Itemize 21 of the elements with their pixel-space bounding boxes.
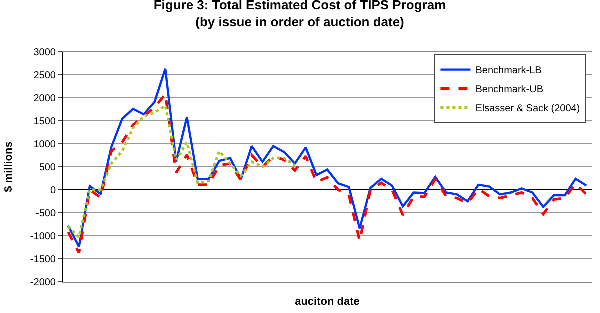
x-axis-title: auciton date — [295, 296, 360, 308]
legend-label: Benchmark-UB — [476, 84, 544, 96]
y-tick-label: 1500 — [34, 116, 56, 128]
y-tick-label: -1500 — [30, 254, 56, 266]
line-series — [67, 104, 296, 239]
line-series — [67, 93, 588, 254]
y-tick-label: 2500 — [34, 70, 56, 82]
y-tick-label: 2000 — [34, 94, 56, 104]
legend-label: Benchmark-LB — [476, 66, 542, 77]
y-tick-label: 0 — [50, 186, 56, 196]
legend-label: Elsasser & Sack (2004) — [476, 104, 580, 115]
chart-subtitle: (by issue in order of auction date) — [196, 14, 404, 30]
line-series — [67, 68, 588, 248]
y-tick-label: 1000 — [34, 140, 56, 150]
chart-title: Figure 3: Total Estimated Cost of TIPS Program — [154, 0, 446, 12]
y-tick-label: 500 — [39, 162, 56, 174]
y-axis-title: $ millions — [3, 142, 16, 192]
y-tick-label: 3000 — [34, 48, 56, 58]
y-tick-label: -1000 — [30, 232, 56, 242]
y-tick-label: -500 — [36, 208, 56, 220]
y-tick-label: -2000 — [30, 278, 56, 288]
